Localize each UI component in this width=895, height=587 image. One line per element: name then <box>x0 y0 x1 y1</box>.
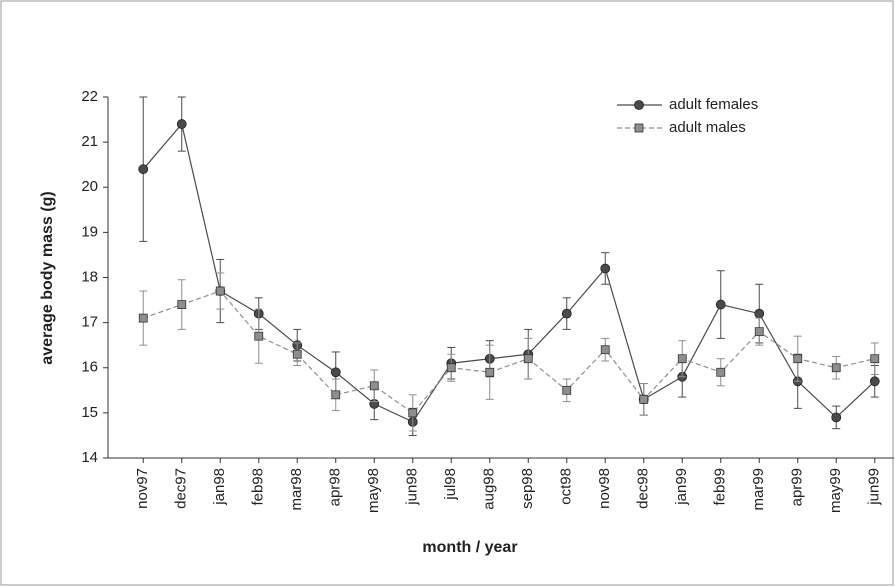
data-point <box>215 286 225 296</box>
x-tick-label: mar98 <box>288 468 305 511</box>
data-point <box>600 263 611 274</box>
data-point <box>254 331 264 341</box>
y-tick-label: 16 <box>81 359 98 376</box>
x-tick-label: jun99 <box>866 468 883 506</box>
y-tick-label: 19 <box>81 223 98 240</box>
legend-label: adult females <box>669 96 758 113</box>
data-point <box>870 354 880 364</box>
x-tick-label: dec98 <box>635 468 652 509</box>
data-point <box>561 308 572 319</box>
data-point <box>716 367 726 377</box>
x-tick-label: jan98 <box>211 468 228 506</box>
y-axis-title: average body mass (g) <box>39 191 56 364</box>
data-point <box>869 376 880 387</box>
y-tick-label: 21 <box>81 133 98 150</box>
data-point <box>677 354 687 364</box>
data-point <box>369 381 379 391</box>
data-point <box>639 394 649 404</box>
data-point <box>292 349 302 359</box>
data-point <box>138 313 148 323</box>
data-point <box>331 390 341 400</box>
y-tick-label: 22 <box>81 88 98 105</box>
legend-marker <box>634 123 644 133</box>
data-point <box>793 354 803 364</box>
data-point <box>138 164 149 175</box>
y-tick-label: 14 <box>81 449 98 466</box>
legend-label: adult males <box>669 119 746 136</box>
x-tick-label: oct98 <box>558 468 575 505</box>
x-tick-label: feb99 <box>712 468 729 506</box>
series-line <box>143 290 875 414</box>
data-point <box>177 300 187 309</box>
y-tick-label: 18 <box>81 268 98 285</box>
x-tick-label: nov98 <box>596 468 613 509</box>
x-tick-label: jan99 <box>673 468 690 506</box>
x-tick-label: aug98 <box>481 468 498 510</box>
data-point <box>831 363 841 373</box>
data-point <box>176 119 187 129</box>
x-tick-label: feb98 <box>250 468 267 506</box>
data-point <box>754 308 765 319</box>
data-point <box>446 363 456 373</box>
x-tick-label: nov97 <box>134 468 151 509</box>
y-tick-label: 15 <box>81 404 98 421</box>
legend-marker <box>634 100 644 110</box>
data-point <box>523 354 533 364</box>
data-point <box>485 367 495 377</box>
x-tick-label: may98 <box>365 468 382 513</box>
series-line <box>142 122 876 423</box>
x-tick-label: mar99 <box>750 468 767 511</box>
data-point <box>715 299 726 310</box>
x-axis-title: month / year <box>422 539 517 556</box>
x-tick-label: jun98 <box>404 468 421 506</box>
x-tick-label: may99 <box>827 468 844 513</box>
x-tick-label: dec97 <box>173 468 190 509</box>
data-point <box>562 385 572 395</box>
data-point <box>831 412 842 423</box>
x-tick-label: apr99 <box>789 468 806 506</box>
x-tick-label: sep98 <box>519 468 536 509</box>
data-point <box>330 367 341 378</box>
data-point <box>600 345 610 355</box>
data-point <box>754 327 764 337</box>
x-tick-label: apr98 <box>327 468 344 506</box>
y-tick-label: 17 <box>81 314 98 331</box>
data-point <box>408 408 418 418</box>
y-tick-label: 20 <box>81 178 98 195</box>
x-tick-label: jul98 <box>442 468 459 501</box>
